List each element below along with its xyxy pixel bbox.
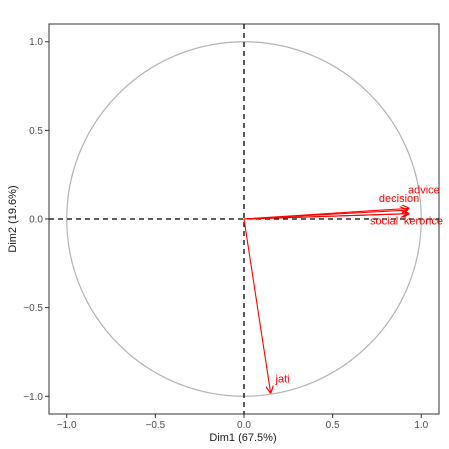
y-tick-label: 0.0 xyxy=(29,215,43,226)
arrow-kerorice xyxy=(243,214,409,220)
y-tick-label: 1.0 xyxy=(29,37,43,48)
x-tick-label: 1.0 xyxy=(414,420,428,431)
y-tick-label: −1.0 xyxy=(23,392,43,403)
variable-label-kerorice: kerorice xyxy=(404,216,443,228)
y-axis-title: Dim2 (19.6%) xyxy=(7,185,19,252)
x-tick-label: 0.5 xyxy=(326,420,340,431)
x-tick-label: 0.0 xyxy=(237,420,251,431)
x-axis-title: Dim1 (67.5%) xyxy=(209,432,276,444)
y-tick-label: 0.5 xyxy=(29,126,43,137)
y-tick-label: −0.5 xyxy=(23,303,43,314)
arrow-jati xyxy=(243,218,271,393)
x-tick-label: −1.0 xyxy=(57,420,77,431)
variable-label-decision: decision xyxy=(379,193,419,205)
arrow-decision xyxy=(243,210,407,220)
x-tick-label: −0.5 xyxy=(145,420,165,431)
variable-label-advice: advice xyxy=(408,184,440,196)
variable-label-jati: jati xyxy=(275,374,290,386)
variable-label-social: social xyxy=(370,216,398,228)
